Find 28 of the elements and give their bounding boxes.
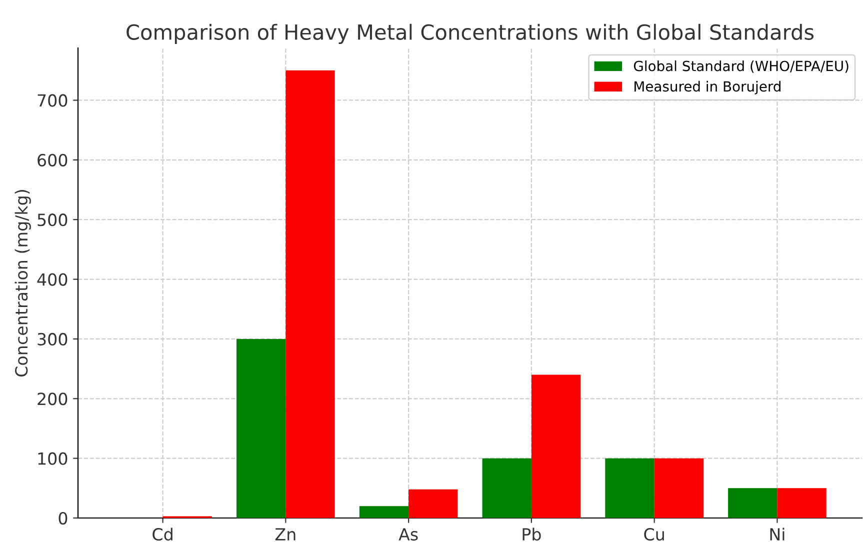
- y-tick-label: 0: [58, 512, 68, 525]
- chart-title: Comparison of Heavy Metal Concentrations with Global Standards: [126, 24, 814, 44]
- x-tick-label: Cd: [152, 528, 172, 541]
- bar: [408, 489, 458, 518]
- x-tick-label: Zn: [275, 528, 296, 540]
- bar: [728, 488, 778, 518]
- legend-label: Global Standard (WHO/EPA/EU): [634, 60, 848, 73]
- bar: [359, 506, 409, 518]
- bar: [531, 374, 581, 518]
- bar: [482, 458, 532, 518]
- y-tick-label: 600: [38, 154, 68, 166]
- y-tick-label: 700: [38, 94, 68, 107]
- bar: [777, 488, 826, 518]
- y-tick-label: 400: [37, 273, 68, 286]
- bar: [654, 458, 704, 518]
- x-tick-label: Cu: [644, 528, 664, 541]
- y-tick-label: 200: [38, 392, 68, 406]
- y-tick-label: 100: [38, 452, 68, 465]
- bar: [605, 458, 654, 518]
- x-tick-label: Pb: [522, 528, 541, 541]
- bar: [236, 338, 286, 518]
- y-tick-label: 300: [38, 332, 68, 346]
- x-tick-label: As: [398, 528, 418, 541]
- y-axis-title: Concentration (mg/kg): [14, 190, 31, 376]
- legend-label: Measured in Borujerd: [634, 80, 780, 94]
- x-tick-label: Ni: [770, 528, 784, 540]
- y-tick-label: 500: [38, 214, 68, 226]
- bar: [286, 70, 335, 518]
